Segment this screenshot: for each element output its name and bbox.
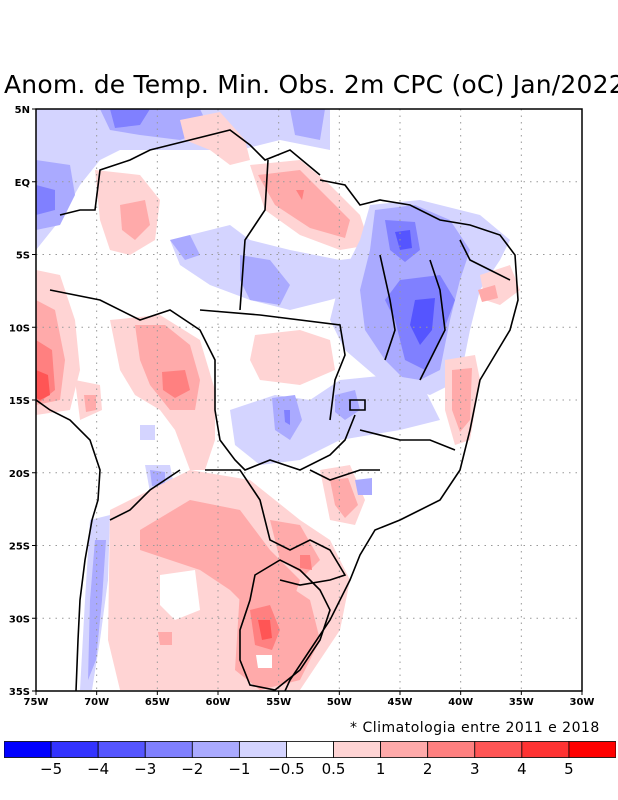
colorbar-level-label: −2 <box>181 760 204 778</box>
colorbar-swatch <box>427 741 476 758</box>
colorbar <box>4 741 616 758</box>
x-tick-label: 35W <box>509 697 534 708</box>
colorbar-level-label: 5 <box>564 760 574 778</box>
coastline-east <box>284 179 519 691</box>
x-tick-label: 70W <box>84 697 109 708</box>
colorbar-swatch <box>144 741 193 758</box>
colorbar-swatch <box>50 741 99 758</box>
colorbar-swatch <box>4 741 52 758</box>
colorbar-swatch <box>474 741 523 758</box>
colorbar-swatch <box>286 741 334 758</box>
x-tick-label: 30W <box>570 697 595 708</box>
y-tick-label: 5N <box>15 105 30 116</box>
country-boundaries <box>36 129 519 691</box>
x-tick-label: 55W <box>266 697 291 708</box>
colorbar-level-label: −4 <box>87 760 110 778</box>
y-tick-label: 30S <box>9 614 30 625</box>
y-tick-label: 35S <box>9 687 30 698</box>
colorbar-level-label: 3 <box>469 760 480 778</box>
colorbar-swatch <box>238 741 287 758</box>
colorbar-swatch <box>521 741 570 758</box>
contour-blue-north <box>36 109 330 250</box>
x-axis-ticks: 75W 70W 65W 60W 55W 50W 45W 40W 35W 30W <box>24 691 595 708</box>
colorbar-level-label: 2 <box>422 760 433 778</box>
y-tick-label: 10S <box>9 323 30 334</box>
x-tick-label: 45W <box>388 697 413 708</box>
grid-lines <box>36 109 582 691</box>
colorbar-swatch <box>380 741 429 758</box>
y-tick-label: 15S <box>9 396 30 407</box>
x-tick-label: 60W <box>206 697 231 708</box>
coastline-west <box>36 399 101 691</box>
y-tick-label: 20S <box>9 469 30 480</box>
colorbar-swatch <box>568 741 616 758</box>
y-tick-label: EQ <box>15 178 30 189</box>
colorbar-swatch <box>97 741 146 758</box>
map-title: Anom. de Temp. Min. Obs. 2m CPC (oC) Jan… <box>4 70 618 99</box>
colorbar-level-label: 1 <box>375 760 386 778</box>
x-tick-label: 40W <box>448 697 473 708</box>
y-tick-label: 25S <box>9 542 30 553</box>
colorbar-level-label: −1 <box>228 760 251 778</box>
colorbar-level-label: −0.5 <box>268 760 305 778</box>
y-axis-ticks: 5N EQ 5S 10S 15S 20S 25S 30S 35S <box>9 105 36 698</box>
colorbar-swatch <box>191 741 240 758</box>
colorbar-level-label: −3 <box>134 760 157 778</box>
brazil-border-west <box>59 129 321 216</box>
colorbar-level-label: 0.5 <box>321 760 346 778</box>
colorbar-level-label: 4 <box>517 760 527 778</box>
colorbar-swatch <box>333 741 382 758</box>
climatology-note: * Climatologia entre 2011 e 2018 <box>350 720 600 736</box>
y-tick-label: 5S <box>16 251 30 262</box>
x-tick-label: 75W <box>24 697 49 708</box>
x-tick-label: 50W <box>327 697 352 708</box>
colorbar-level-label: −5 <box>40 760 63 778</box>
x-tick-label: 65W <box>145 697 170 708</box>
